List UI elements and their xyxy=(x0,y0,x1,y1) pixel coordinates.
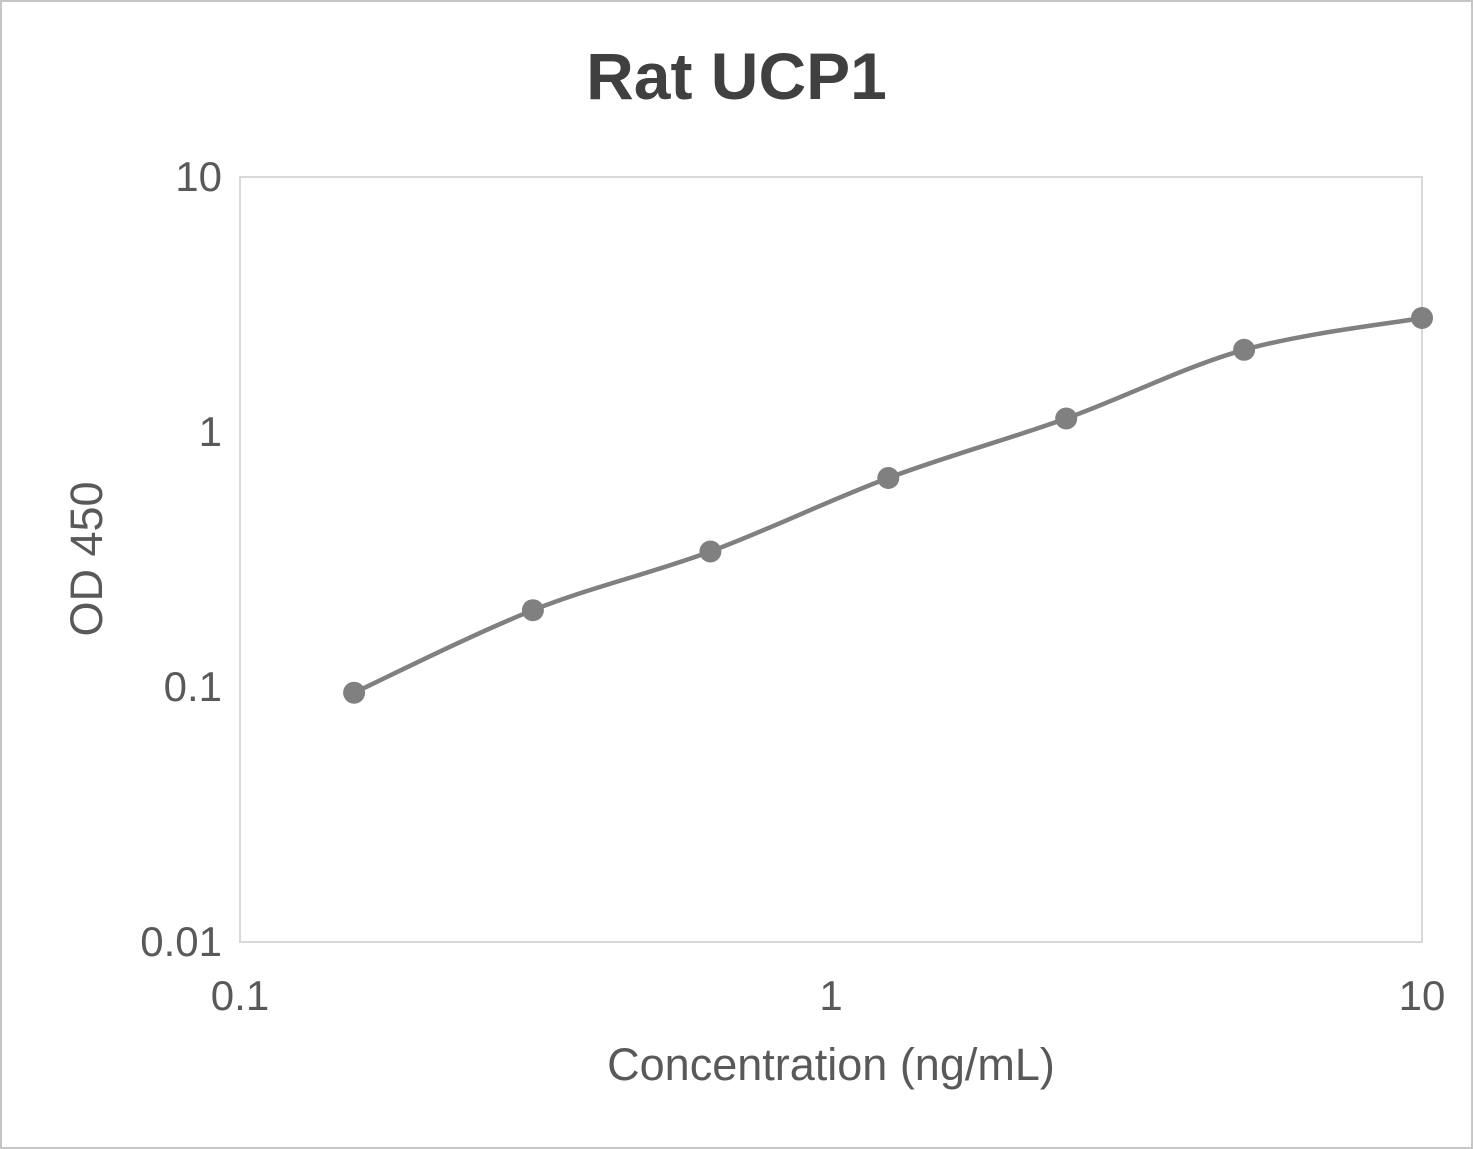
x-axis-title: Concentration (ng/mL) xyxy=(607,1039,1055,1090)
data-point-marker xyxy=(1233,338,1256,361)
x-tick-label: 1 xyxy=(819,972,843,1019)
data-point-marker xyxy=(521,599,544,622)
x-tick-label: 10 xyxy=(1398,972,1446,1019)
data-point-marker xyxy=(877,467,900,489)
x-tick-label: 0.1 xyxy=(210,972,270,1019)
data-point-marker xyxy=(1055,407,1078,430)
data-point-marker xyxy=(343,681,366,704)
data-point-marker xyxy=(699,540,722,563)
y-tick-label: 0.01 xyxy=(140,918,222,965)
chart-title: Rat UCP1 xyxy=(586,39,887,113)
data-point-marker xyxy=(1411,307,1433,329)
series-line xyxy=(351,315,1425,695)
y-tick-label: 0.1 xyxy=(163,663,222,710)
y-axis-title: OD 450 xyxy=(61,481,112,637)
plot-border xyxy=(239,176,1423,943)
y-tick-label: 10 xyxy=(175,153,222,200)
y-tick-label: 1 xyxy=(198,408,222,455)
series-markers xyxy=(343,307,1433,704)
